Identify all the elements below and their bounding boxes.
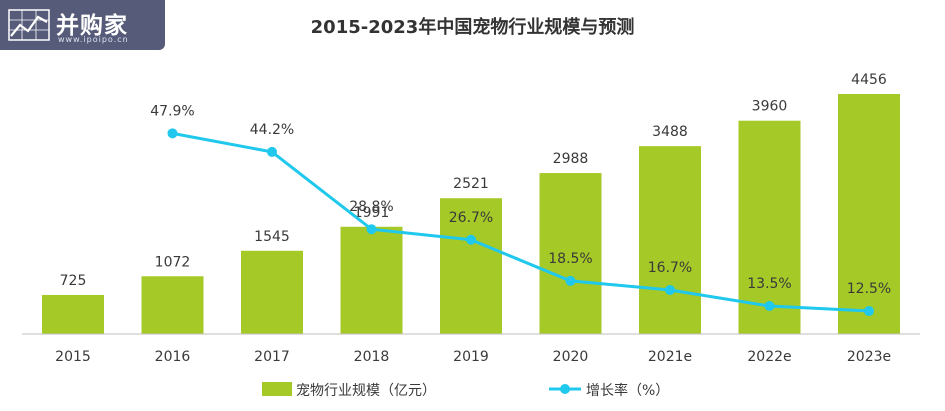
line-value-label: 26.7% bbox=[449, 210, 493, 226]
bar-value-label: 3488 bbox=[652, 124, 688, 140]
bar-value-label: 1072 bbox=[155, 254, 191, 270]
bar-labels: 725 1072 1545 1991 2521 2988 3488 3960 4456 bbox=[60, 72, 887, 289]
growth-line bbox=[172, 131, 870, 313]
stock-chart-icon bbox=[8, 9, 50, 41]
bar-value-label: 2988 bbox=[553, 151, 589, 167]
bar bbox=[141, 276, 204, 334]
bar bbox=[340, 226, 403, 334]
bar bbox=[838, 94, 900, 334]
logo: 并购家 www.ipoipo.cn bbox=[0, 0, 165, 50]
x-tick-label: 2019 bbox=[453, 349, 489, 365]
line-value-label: 44.2% bbox=[250, 122, 294, 138]
bar-value-label: 1545 bbox=[254, 229, 290, 245]
legend-line-label: 增长率（%） bbox=[586, 382, 669, 399]
legend: 宠物行业规模（亿元） 增长率（%） bbox=[262, 382, 669, 399]
bar bbox=[738, 120, 801, 334]
bar bbox=[440, 198, 502, 334]
logo-brand: 并购家 bbox=[56, 13, 128, 39]
legend-bar-swatch bbox=[262, 382, 292, 396]
line-series: 47.9% 44.2% 28.8% 26.7% 18.5% 16.7% 13.5% 12.5% bbox=[150, 103, 891, 317]
bar bbox=[241, 250, 303, 334]
line-point bbox=[267, 146, 277, 157]
bar-series bbox=[42, 94, 900, 334]
bar-value-label: 3960 bbox=[752, 99, 788, 115]
line-point bbox=[565, 275, 576, 286]
bar bbox=[42, 294, 104, 334]
logo-site: www.ipoipo.cn bbox=[58, 35, 129, 44]
line-point bbox=[864, 306, 874, 317]
line-value-label: 12.5% bbox=[847, 281, 891, 297]
line-value-label: 28.8% bbox=[349, 199, 393, 215]
line-value-label: 13.5% bbox=[747, 276, 791, 292]
x-tick-label: 2023e bbox=[847, 349, 891, 365]
chart-title: 2015-2023年中国宠物行业规模与预测 bbox=[310, 17, 635, 38]
x-axis-ticks: 2015 2016 2017 2018 2019 2020 2021e 2022e 2023e bbox=[55, 349, 891, 365]
line-point bbox=[167, 128, 178, 139]
x-tick-label: 2016 bbox=[155, 349, 191, 365]
x-tick-label: 2018 bbox=[354, 349, 390, 365]
line-point bbox=[466, 234, 476, 245]
line-value-label: 18.5% bbox=[548, 251, 592, 267]
bar-value-label: 1991 bbox=[354, 205, 390, 221]
x-tick-label: 2020 bbox=[553, 349, 589, 365]
line-value-label: 47.9% bbox=[150, 103, 194, 119]
line-value-label: 16.7% bbox=[648, 260, 692, 276]
line-point bbox=[366, 224, 377, 235]
line-point bbox=[665, 284, 675, 295]
bar-value-label: 2521 bbox=[453, 176, 489, 192]
x-tick-label: 2017 bbox=[254, 349, 290, 365]
x-tick-label: 2021e bbox=[648, 349, 692, 365]
bar bbox=[539, 173, 602, 334]
legend-bar-label: 宠物行业规模（亿元） bbox=[296, 383, 436, 399]
line-point bbox=[764, 301, 775, 312]
x-tick-label: 2015 bbox=[55, 349, 91, 365]
bar bbox=[639, 146, 701, 334]
bar-value-label: 4456 bbox=[851, 72, 887, 88]
legend-line-marker bbox=[560, 384, 570, 394]
x-tick-label: 2022e bbox=[747, 349, 791, 365]
bar-value-label: 725 bbox=[60, 273, 87, 289]
